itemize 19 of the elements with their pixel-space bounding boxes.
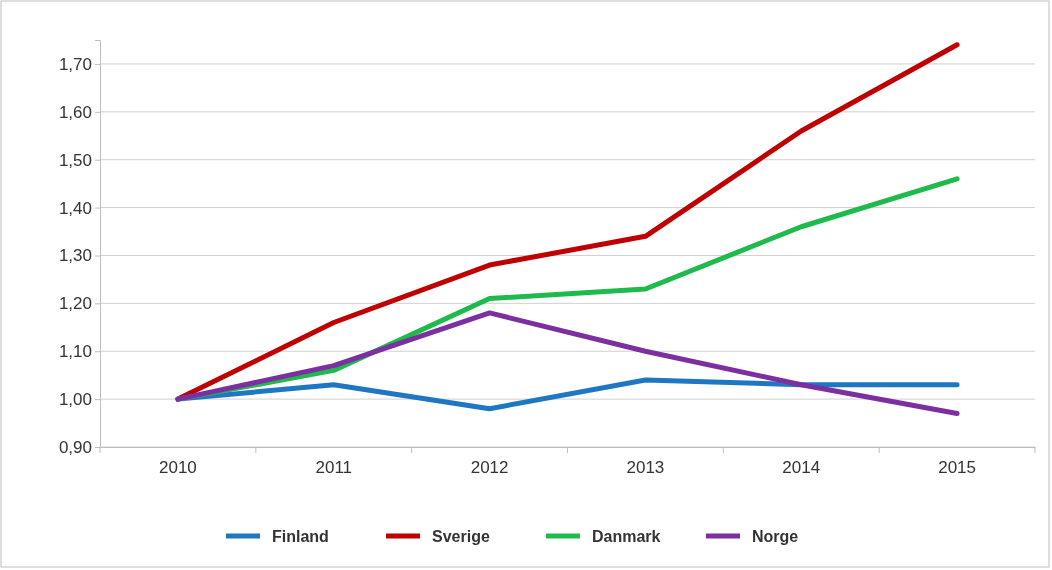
legend-label: Norge (752, 528, 799, 545)
legend-label: Sverige (432, 528, 490, 545)
y-tick-label: 1,10 (58, 342, 92, 362)
y-tick-label: 1,20 (58, 294, 92, 314)
y-tick-label: 1,70 (58, 54, 92, 74)
y-tick-label: 1,00 (58, 390, 92, 410)
x-tick-label: 2012 (470, 458, 509, 478)
legend-label: Danmark (592, 528, 661, 545)
x-tick-label: 2013 (626, 458, 665, 478)
y-tick-label: 1,40 (58, 198, 92, 218)
y-tick-label: 0,90 (58, 437, 92, 457)
y-tick-label: 1,30 (58, 246, 92, 266)
x-tick-label: 2010 (159, 458, 197, 478)
legend-label: Finland (272, 528, 329, 545)
y-tick-label: 1,50 (58, 150, 92, 170)
x-tick-label: 2015 (938, 458, 976, 478)
x-tick-label: 2011 (315, 458, 353, 478)
x-tick-label: 2014 (782, 458, 821, 478)
y-tick-label: 1,60 (58, 102, 92, 122)
